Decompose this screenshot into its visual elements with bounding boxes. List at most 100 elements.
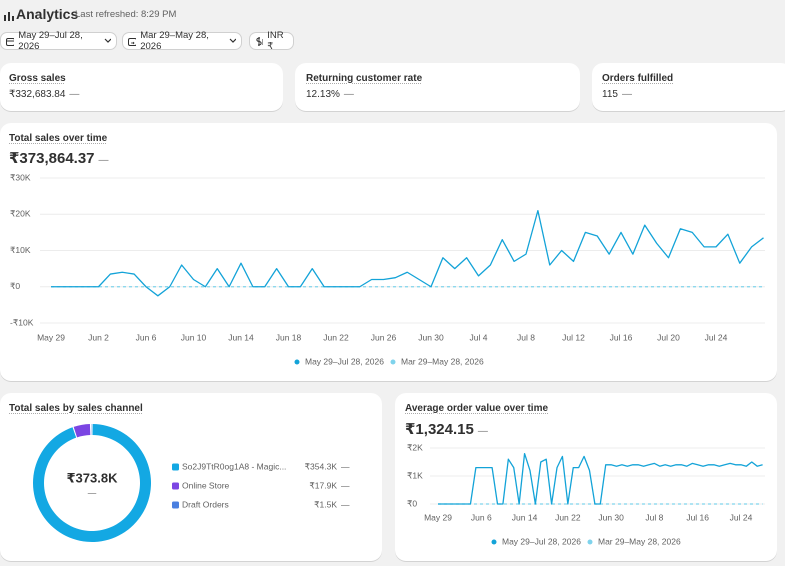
x-tick-label: Jul 24 [705, 332, 728, 342]
chart-change: — [477, 426, 488, 437]
legend-change: — [341, 461, 350, 471]
sales-channel-card: Total sales by sales channel So2J9TtR0og… [0, 393, 382, 561]
chevron-icon [104, 38, 111, 43]
x-tick-label: Jun 14 [512, 512, 538, 522]
x-tick-label: Jun 14 [228, 332, 254, 342]
donut-center-value: ₹373.8K [67, 470, 119, 485]
calendar-icon [6, 37, 15, 46]
x-tick-label: Jun 18 [276, 332, 302, 342]
date-range-text: May 29–Jul 28, 2026 [18, 30, 83, 52]
chart-title: Total sales by sales channel [9, 403, 143, 414]
kpi-card[interactable]: Returning customer rate 12.13% — [295, 63, 580, 111]
x-tick-label: Jun 22 [555, 512, 581, 522]
x-tick-label: Jul 8 [645, 512, 663, 522]
x-tick-label: May 29 [37, 332, 65, 342]
y-tick-label: ₹10K [10, 245, 31, 255]
calendar-compare-icon [128, 37, 137, 46]
legend-value: ₹1.5K [314, 499, 337, 509]
kpi-label: Orders fulfilled [602, 73, 674, 84]
kpi-change: — [621, 89, 632, 100]
analytics-icon [4, 12, 14, 21]
kpi-change: — [69, 89, 80, 100]
currency-text: INR ₹ [267, 30, 284, 52]
x-tick-label: Jun 10 [181, 332, 207, 342]
legend-label: Mar 29–May 28, 2026 [598, 536, 681, 546]
series-line [438, 452, 763, 505]
chart-total-row: ₹373,864.37— [9, 149, 109, 167]
x-tick-label: May 29 [424, 512, 452, 522]
y-tick-label: -₹10K [10, 317, 34, 327]
legend-label: Mar 29–May 28, 2026 [401, 356, 484, 366]
kpi-card[interactable]: Gross sales ₹332,683.84— [0, 63, 283, 111]
kpi-label: Gross sales [9, 73, 66, 84]
x-tick-label: Jul 12 [562, 332, 585, 342]
donut-center-change: — [88, 487, 97, 497]
y-tick-label: ₹1K [407, 470, 423, 480]
legend-dot [587, 539, 593, 545]
x-tick-label: Jun 6 [471, 512, 492, 522]
legend-label: Online Store [182, 480, 230, 490]
legend-label: May 29–Jul 28, 2026 [502, 536, 581, 546]
aov-card: Average order value over time ₹1,324.15—… [395, 393, 777, 561]
legend-dot [491, 539, 497, 545]
x-tick-label: Jun 26 [371, 332, 397, 342]
chart-total-row: ₹1,324.15— [405, 420, 488, 438]
x-tick-label: Jul 20 [657, 332, 680, 342]
legend-swatch [172, 482, 179, 490]
kpi-value: ₹332,683.84 [9, 89, 66, 100]
kpi-value-row: 115— [602, 89, 632, 100]
legend-label: So2J9TtR0og1A8 - Magic... [182, 461, 286, 471]
legend-label: May 29–Jul 28, 2026 [305, 356, 384, 366]
y-tick-label: ₹2K [407, 442, 423, 452]
currency-icon [256, 36, 264, 46]
y-tick-label: ₹0 [10, 281, 20, 291]
legend-value: ₹17.9K [309, 480, 337, 490]
date-range-button[interactable]: May 29–Jul 28, 2026 [0, 30, 117, 52]
legend-swatch [172, 463, 179, 471]
kpi-change: — [343, 89, 354, 100]
x-tick-label: Jul 16 [686, 512, 709, 522]
kpi-card[interactable]: Orders fulfilled 115— [592, 63, 785, 111]
series-line [51, 209, 764, 297]
legend-swatch [172, 501, 179, 509]
legend-change: — [341, 499, 350, 509]
donut-chart: So2J9TtR0og1A8 - Magic... ₹354.3K —Online … [33, 424, 350, 542]
legend-value: ₹354.3K [305, 461, 338, 471]
compare-range-button[interactable]: Mar 29–May 28, 2026 [122, 30, 242, 52]
kpi-value-row: ₹332,683.84— [9, 89, 79, 100]
y-tick-label: ₹20K [10, 209, 31, 219]
kpi-value-row: 12.13% — [306, 89, 354, 100]
chart-total: ₹373,864.37 [9, 150, 95, 167]
kpi-value: 115 [602, 89, 618, 100]
chevron-icon [229, 38, 236, 43]
compare-range-text: Mar 29–May 28, 2026 [140, 30, 209, 52]
y-tick-label: ₹30K [10, 172, 31, 182]
x-tick-label: Jun 2 [88, 332, 109, 342]
page-title: Analytics [16, 6, 79, 22]
legend-dot [294, 359, 300, 365]
x-tick-label: Jun 30 [598, 512, 624, 522]
legend-change: — [341, 480, 350, 490]
kpi-value: 12.13% [306, 89, 340, 100]
line-chart: ₹2K ₹1K ₹0 May 29 Jun 6 Jun 14 Jun 22 Jun 30 Jul… [407, 442, 765, 546]
legend-label: Draft Orders [182, 499, 229, 509]
currency-button[interactable]: INR ₹ [249, 30, 294, 52]
total-sales-card: Total sales over time ₹373,864.37— ₹30K ₹… [0, 123, 777, 381]
kpi-label: Returning customer rate [306, 73, 423, 84]
x-tick-label: Jul 8 [517, 332, 535, 342]
chart-change: — [98, 155, 109, 166]
donut-segment [73, 424, 91, 438]
y-tick-label: ₹0 [407, 498, 417, 508]
x-tick-label: Jun 30 [418, 332, 444, 342]
chart-title: Average order value over time [405, 403, 549, 414]
x-tick-label: Jun 6 [136, 332, 157, 342]
chart-total: ₹1,324.15 [405, 421, 474, 438]
x-tick-label: Jul 24 [730, 512, 753, 522]
x-tick-label: Jun 22 [323, 332, 349, 342]
x-tick-label: Jul 4 [470, 332, 488, 342]
chart-title: Total sales over time [9, 133, 108, 144]
x-tick-label: Jul 16 [610, 332, 633, 342]
legend-dot [390, 359, 396, 365]
